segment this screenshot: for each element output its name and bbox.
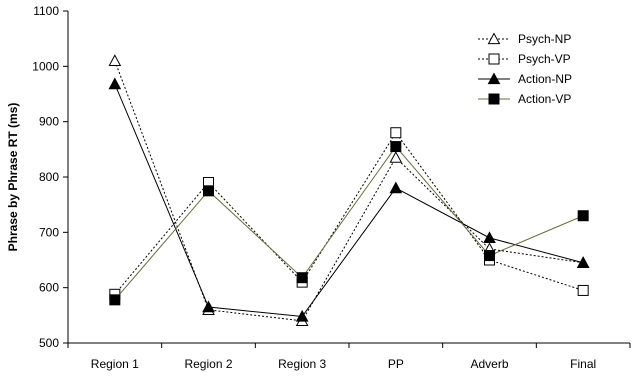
y-tick-label: 1100 (33, 4, 59, 18)
y-tick-label: 1000 (32, 59, 59, 73)
legend-marker (488, 93, 500, 105)
legend-item: Psych-NP (478, 32, 571, 46)
series-layer (108, 54, 590, 327)
series-line (114, 145, 584, 301)
data-point (296, 272, 308, 284)
legend-item: Action-VP (478, 92, 571, 106)
y-tick-label: 800 (39, 170, 59, 184)
data-point (484, 250, 495, 262)
data-point (390, 127, 402, 139)
legend-marker (487, 32, 501, 45)
series-psych-np (108, 54, 590, 327)
data-point (576, 256, 590, 268)
x-tick-label: Adverb (470, 357, 508, 371)
data-point (295, 309, 309, 322)
series-action-vp (109, 141, 589, 306)
y-tick-label: 900 (39, 115, 59, 129)
legend-label: Psych-VP (518, 52, 571, 66)
x-tick-label: Region 1 (91, 357, 139, 371)
legend: Psych-NP Psych-VP Action-NP Action-VP (478, 32, 572, 106)
x-tick-label: Final (570, 357, 596, 371)
legend-label: Action-VP (518, 92, 571, 106)
y-ticks: 500 600 700 800 900 1000 1100 (32, 4, 68, 350)
legend-item: Psych-VP (478, 52, 571, 66)
data-point (108, 54, 122, 66)
x-tick-label: Region 2 (184, 357, 232, 371)
data-point (390, 141, 402, 153)
data-point (389, 181, 403, 194)
data-point (109, 294, 121, 306)
data-point (577, 284, 589, 296)
y-tick-label: 600 (39, 281, 59, 295)
data-point (108, 77, 122, 90)
series-line (114, 83, 584, 317)
legend-marker (487, 72, 501, 85)
legend-item: Action-NP (478, 72, 572, 86)
data-point (483, 231, 496, 244)
y-axis-title: Phrase by Phrase RT (ms) (6, 103, 20, 252)
data-point (389, 151, 403, 163)
legend-label: Action-NP (518, 72, 572, 86)
data-point (202, 300, 215, 313)
series-action-np (108, 77, 590, 322)
x-tick-label: Region 3 (278, 357, 326, 371)
legend-label: Psych-NP (518, 32, 571, 46)
series-line (114, 131, 584, 295)
x-tick-label: PP (388, 357, 404, 371)
series-psych-vp (109, 127, 589, 300)
legend-marker (488, 53, 500, 65)
data-point (577, 210, 589, 222)
data-point (203, 185, 214, 197)
y-tick-label: 700 (39, 225, 59, 239)
series-line (114, 60, 584, 322)
x-ticks: Region 1 Region 2 Region 3 PP Adverb Final (67, 343, 631, 371)
y-tick-label: 500 (39, 336, 59, 350)
